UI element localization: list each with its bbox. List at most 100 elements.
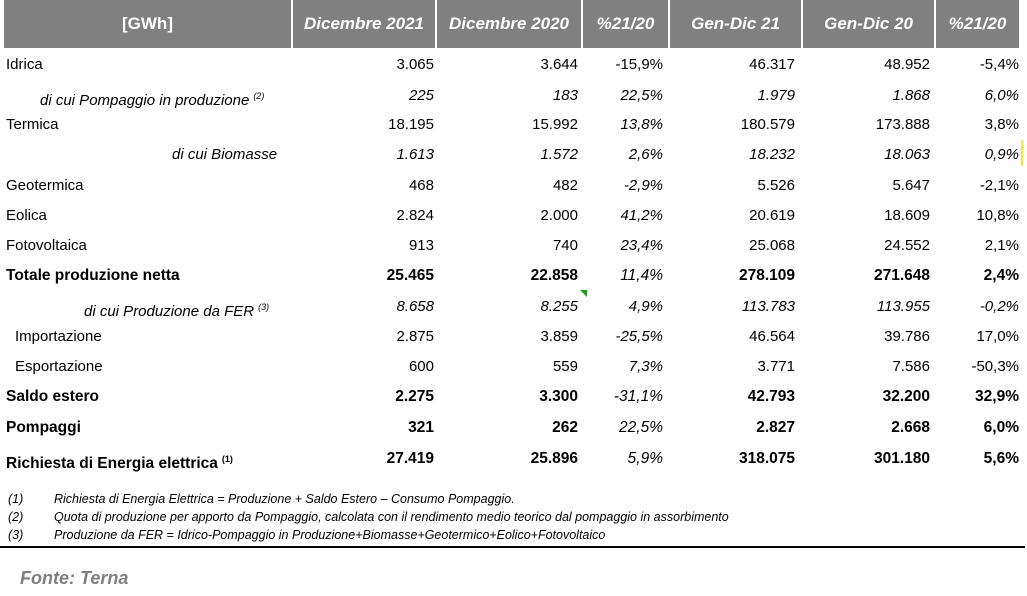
cell: 5,9% [627,450,663,467]
header-gen-dic-20: Gen-Dic 20 [802,0,934,48]
cell: 2.000 [540,207,578,224]
table-row: di cui Pompaggio in produzione (2) 225 18… [0,81,1027,111]
cell: 22,5% [620,87,663,104]
cell: 1.613 [396,146,434,163]
cell: 39.786 [884,328,930,345]
bottom-divider [0,546,1025,548]
cell: 1.868 [892,87,930,104]
table-row: Richiesta di Energia elettrica (1) 27.419… [0,444,1027,474]
footnote-number: (3) [8,528,24,542]
cell: 183 [552,87,578,104]
cell: 27.419 [386,450,434,467]
cell: 25.465 [386,267,434,284]
row-label: Richiesta di Energia elettrica (1) [6,444,233,474]
cell: 46.564 [749,328,795,345]
cell: 48.952 [884,56,930,73]
table-row: Importazione 2.875 3.859 -25,5% 46.564 3… [0,322,1027,352]
cell: 3,8% [984,116,1019,133]
cell: 41,2% [620,207,663,224]
cell: 5,6% [983,450,1019,467]
cell: 32,9% [975,388,1019,405]
cell: 7,3% [628,358,663,375]
cell: 18.609 [884,207,930,224]
cell: 24.552 [884,237,930,254]
cell: 25.068 [749,237,795,254]
cell: 2.824 [396,207,434,224]
table-row: Fotovoltaica 913 740 23,4% 25.068 24.552… [0,231,1027,261]
table-row: Totale produzione netta 25.465 22.858 11… [0,261,1027,291]
footnote-ref: (3) [258,302,270,312]
cell: 6,0% [983,419,1019,436]
cell: 468 [408,177,434,194]
header-unit: [GWh] [4,0,291,48]
row-label-text: Richiesta di Energia elettrica [6,455,218,472]
cell: -0,2% [979,298,1019,315]
row-label: Pompaggi [6,419,81,436]
cell: 3.300 [539,388,578,405]
cell: 32.200 [882,388,930,405]
cell: 42.793 [747,388,795,405]
cell: -15,9% [615,56,663,73]
cell: 22.858 [530,267,578,284]
cell: 25.896 [530,450,578,467]
cell: 2.827 [756,419,795,436]
footnote-number: (1) [8,492,24,506]
row-label: Esportazione [15,358,103,375]
table-row: Pompaggi 321 262 22,5% 2.827 2.668 6,0% [0,413,1027,443]
row-label: Saldo estero [6,388,100,405]
cell: 20.619 [749,207,795,224]
cell: 2.668 [891,419,930,436]
cell: 46.317 [749,56,795,73]
cell: 18.063 [884,146,930,163]
cell: 2,1% [984,237,1019,254]
cell: 15.992 [532,116,578,133]
row-label-text: di cui Pompaggio in produzione [40,92,250,109]
cell: 278.109 [738,267,795,284]
row-label: Termica [6,116,59,133]
cell: 173.888 [875,116,930,133]
cell: 8.658 [396,298,434,315]
cell: 3.859 [540,328,578,345]
cell: 225 [408,87,434,104]
cell: 2.875 [396,328,434,345]
cell: 180.579 [740,116,795,133]
row-label: di cui Pompaggio in produzione (2) [40,81,264,111]
cell: 913 [408,237,434,254]
footnote-text: Quota di produzione per apporto da Pompa… [54,510,729,524]
cell: 18.232 [749,146,795,163]
cell: 10,8% [976,207,1019,224]
row-label: di cui Produzione da FER (3) [84,292,269,322]
cell: 600 [408,358,434,375]
header-gen-dic-21: Gen-Dic 21 [669,0,801,48]
cell: 3.771 [757,358,795,375]
table-row: di cui Biomasse 1.613 1.572 2,6% 18.232 … [0,140,1027,170]
row-label: Totale produzione netta [6,267,180,284]
header-pct-month: %21/20 [582,0,668,48]
cell: 3.065 [396,56,434,73]
cell: 2,6% [628,146,663,163]
cell: 17,0% [976,328,1019,345]
header-dicembre-2020: Dicembre 2020 [436,0,581,48]
table-row: Saldo estero 2.275 3.300 -31,1% 42.793 3… [0,382,1027,412]
cell: 559 [552,358,578,375]
header-pct-year: %21/20 [935,0,1019,48]
cell: 1.979 [757,87,795,104]
cell: 301.180 [873,450,930,467]
table-row: Idrica 3.065 3.644 -15,9% 46.317 48.952 … [0,50,1027,80]
highlight-marker [1021,140,1023,166]
row-label-text: di cui Produzione da FER [84,303,255,320]
cell: 271.648 [873,267,930,284]
row-label: di cui Biomasse [172,146,278,163]
row-label: Fotovoltaica [6,237,87,254]
cell: -2,1% [979,177,1019,194]
cell: 4,9% [628,298,663,315]
row-label: Eolica [6,207,47,224]
cell: 321 [408,419,434,436]
cell: -50,3% [971,358,1019,375]
footnote-ref: (1) [221,454,233,464]
cell: 740 [552,237,578,254]
row-label: Idrica [6,56,43,73]
cell: -5,4% [979,56,1019,73]
cell: 318.075 [738,450,795,467]
